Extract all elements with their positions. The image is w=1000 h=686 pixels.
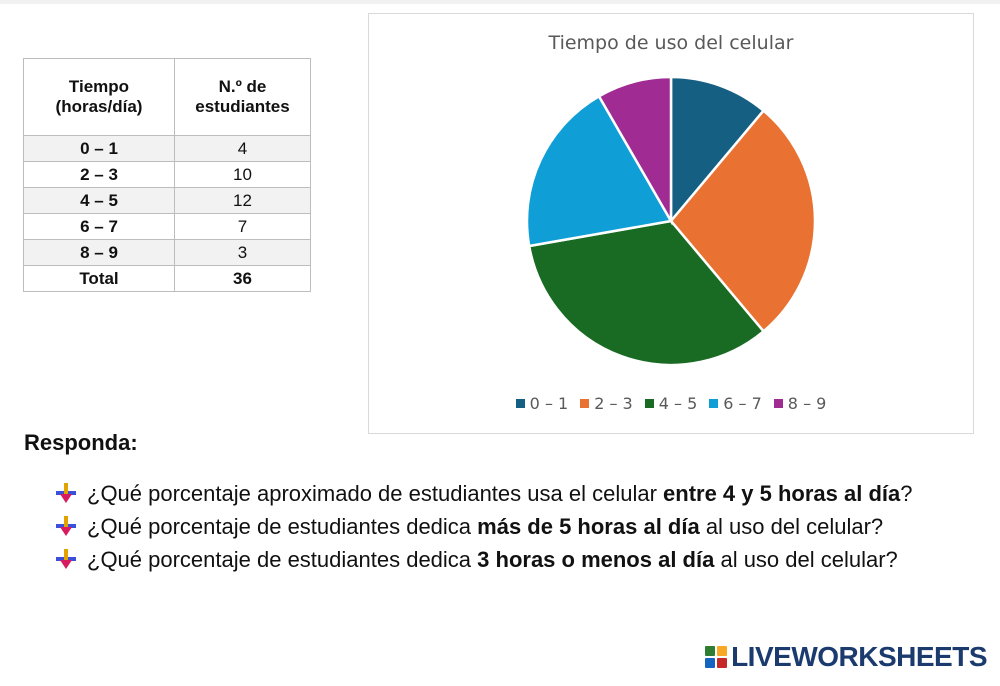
- header-time: Tiempo (horas/día): [23, 58, 175, 136]
- table-total-row: Total 36: [23, 265, 311, 292]
- legend-item: 4 – 5: [644, 394, 698, 413]
- table-row: 2 – 3 10: [23, 161, 311, 188]
- top-border: [0, 0, 1000, 4]
- frequency-table: Tiempo (horas/día) N.º de estudiantes 0 …: [23, 58, 311, 292]
- row-count: 3: [174, 239, 311, 266]
- logo-text: LIVEWORKSHEETS: [731, 641, 987, 672]
- legend-label: 2 – 3: [594, 394, 633, 413]
- chart-legend: 0 – 1 2 – 3 4 – 5 6 – 7 8 – 9: [369, 394, 973, 413]
- arrow-bullet-icon: [56, 549, 76, 569]
- liveworksheets-logo: LIVEWORKSHEETS: [705, 641, 987, 672]
- table-header-row: Tiempo (horas/día) N.º de estudiantes: [23, 58, 311, 136]
- question-item: ¿Qué porcentaje aproximado de estudiante…: [55, 478, 975, 509]
- total-label: Total: [23, 265, 175, 292]
- question-list: ¿Qué porcentaje aproximado de estudiante…: [55, 478, 975, 577]
- legend-label: 0 – 1: [529, 394, 569, 413]
- row-count: 7: [174, 213, 311, 240]
- pie-slice-2: [669, 108, 817, 334]
- pie-slice-4: [525, 94, 673, 248]
- pie-slice-5: [597, 75, 673, 226]
- total-value: 36: [174, 265, 311, 292]
- legend-swatch: [773, 399, 783, 408]
- table-row: 6 – 7 7: [23, 213, 311, 240]
- pie-slice-3: [527, 219, 766, 367]
- legend-item: 8 – 9: [773, 394, 827, 413]
- header-students: N.º de estudiantes: [174, 58, 311, 136]
- table-row: 8 – 9 3: [23, 239, 311, 266]
- legend-swatch: [515, 399, 525, 408]
- legend-label: 4 – 5: [658, 394, 698, 413]
- chart-panel: Tiempo de uso del celular 0 – 1 2 – 3 4 – …: [368, 13, 974, 434]
- legend-item: 2 – 3: [580, 394, 633, 413]
- arrow-bullet-icon: [56, 483, 76, 503]
- legend-label: 6 – 7: [723, 394, 762, 413]
- legend-item: 0 – 1: [515, 394, 569, 413]
- pie-slice-1: [669, 75, 766, 225]
- row-count: 12: [174, 187, 311, 214]
- question-item: ¿Qué porcentaje de estudiantes dedica má…: [55, 511, 975, 542]
- chart-title: Tiempo de uso del celular: [548, 32, 794, 54]
- table-row: 0 – 1 4: [23, 135, 311, 162]
- legend-swatch: [644, 399, 654, 408]
- legend-swatch: [580, 399, 590, 408]
- table-row: 4 – 5 12: [23, 187, 311, 214]
- legend-label: 8 – 9: [787, 394, 827, 413]
- row-range: 8 – 9: [23, 239, 175, 266]
- section-heading: Responda:: [24, 430, 138, 455]
- row-range: 2 – 3: [23, 161, 175, 188]
- row-count: 10: [174, 161, 311, 188]
- legend-swatch: [709, 399, 719, 408]
- liveworksheets-logo-icon: [705, 646, 728, 668]
- question-item: ¿Qué porcentaje de estudiantes dedica 3 …: [55, 544, 975, 575]
- pie-chart: [525, 75, 817, 367]
- row-range: 6 – 7: [23, 213, 175, 240]
- legend-item: 6 – 7: [709, 394, 762, 413]
- arrow-bullet-icon: [56, 516, 76, 536]
- row-range: 0 – 1: [23, 135, 175, 162]
- row-range: 4 – 5: [23, 187, 175, 214]
- row-count: 4: [174, 135, 311, 162]
